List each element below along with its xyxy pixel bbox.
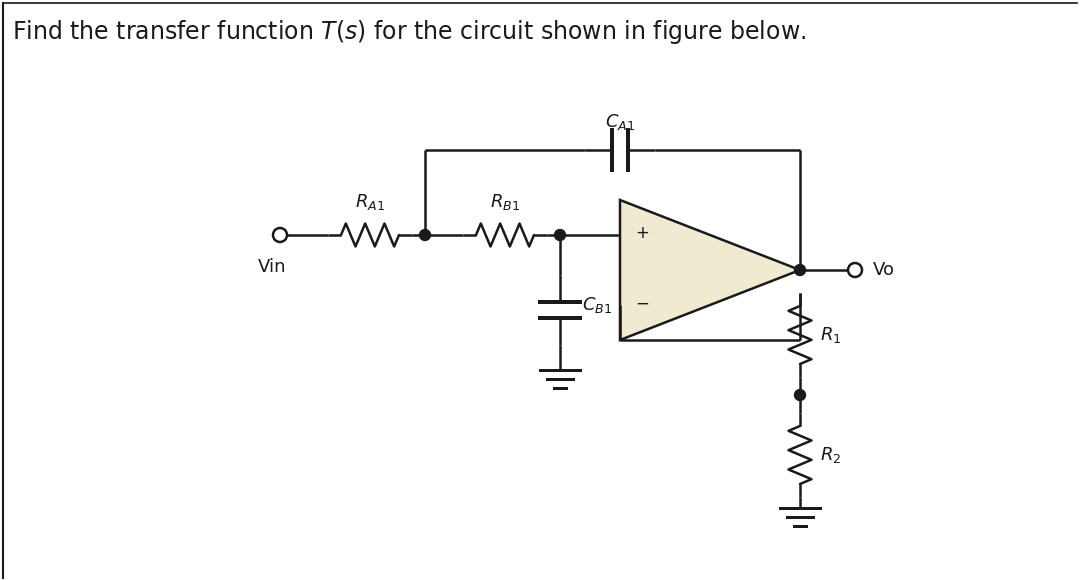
Text: +: + xyxy=(635,224,649,242)
Text: Find the transfer function $T(s)$ for the circuit shown in figure below.: Find the transfer function $T(s)$ for th… xyxy=(12,18,806,46)
Text: $C_{B1}$: $C_{B1}$ xyxy=(582,295,612,315)
Text: Vo: Vo xyxy=(873,261,895,279)
Circle shape xyxy=(795,264,806,276)
Circle shape xyxy=(554,230,566,241)
Text: $R_2$: $R_2$ xyxy=(820,445,841,465)
Polygon shape xyxy=(620,200,800,340)
Circle shape xyxy=(419,230,431,241)
Text: $-$: $-$ xyxy=(635,294,649,312)
Text: $R_{A1}$: $R_{A1}$ xyxy=(355,192,384,212)
Circle shape xyxy=(795,390,806,401)
Text: $R_1$: $R_1$ xyxy=(820,325,841,345)
Text: $R_{B1}$: $R_{B1}$ xyxy=(490,192,519,212)
Text: Vin: Vin xyxy=(258,258,286,276)
Text: $C_{A1}$: $C_{A1}$ xyxy=(605,112,635,132)
